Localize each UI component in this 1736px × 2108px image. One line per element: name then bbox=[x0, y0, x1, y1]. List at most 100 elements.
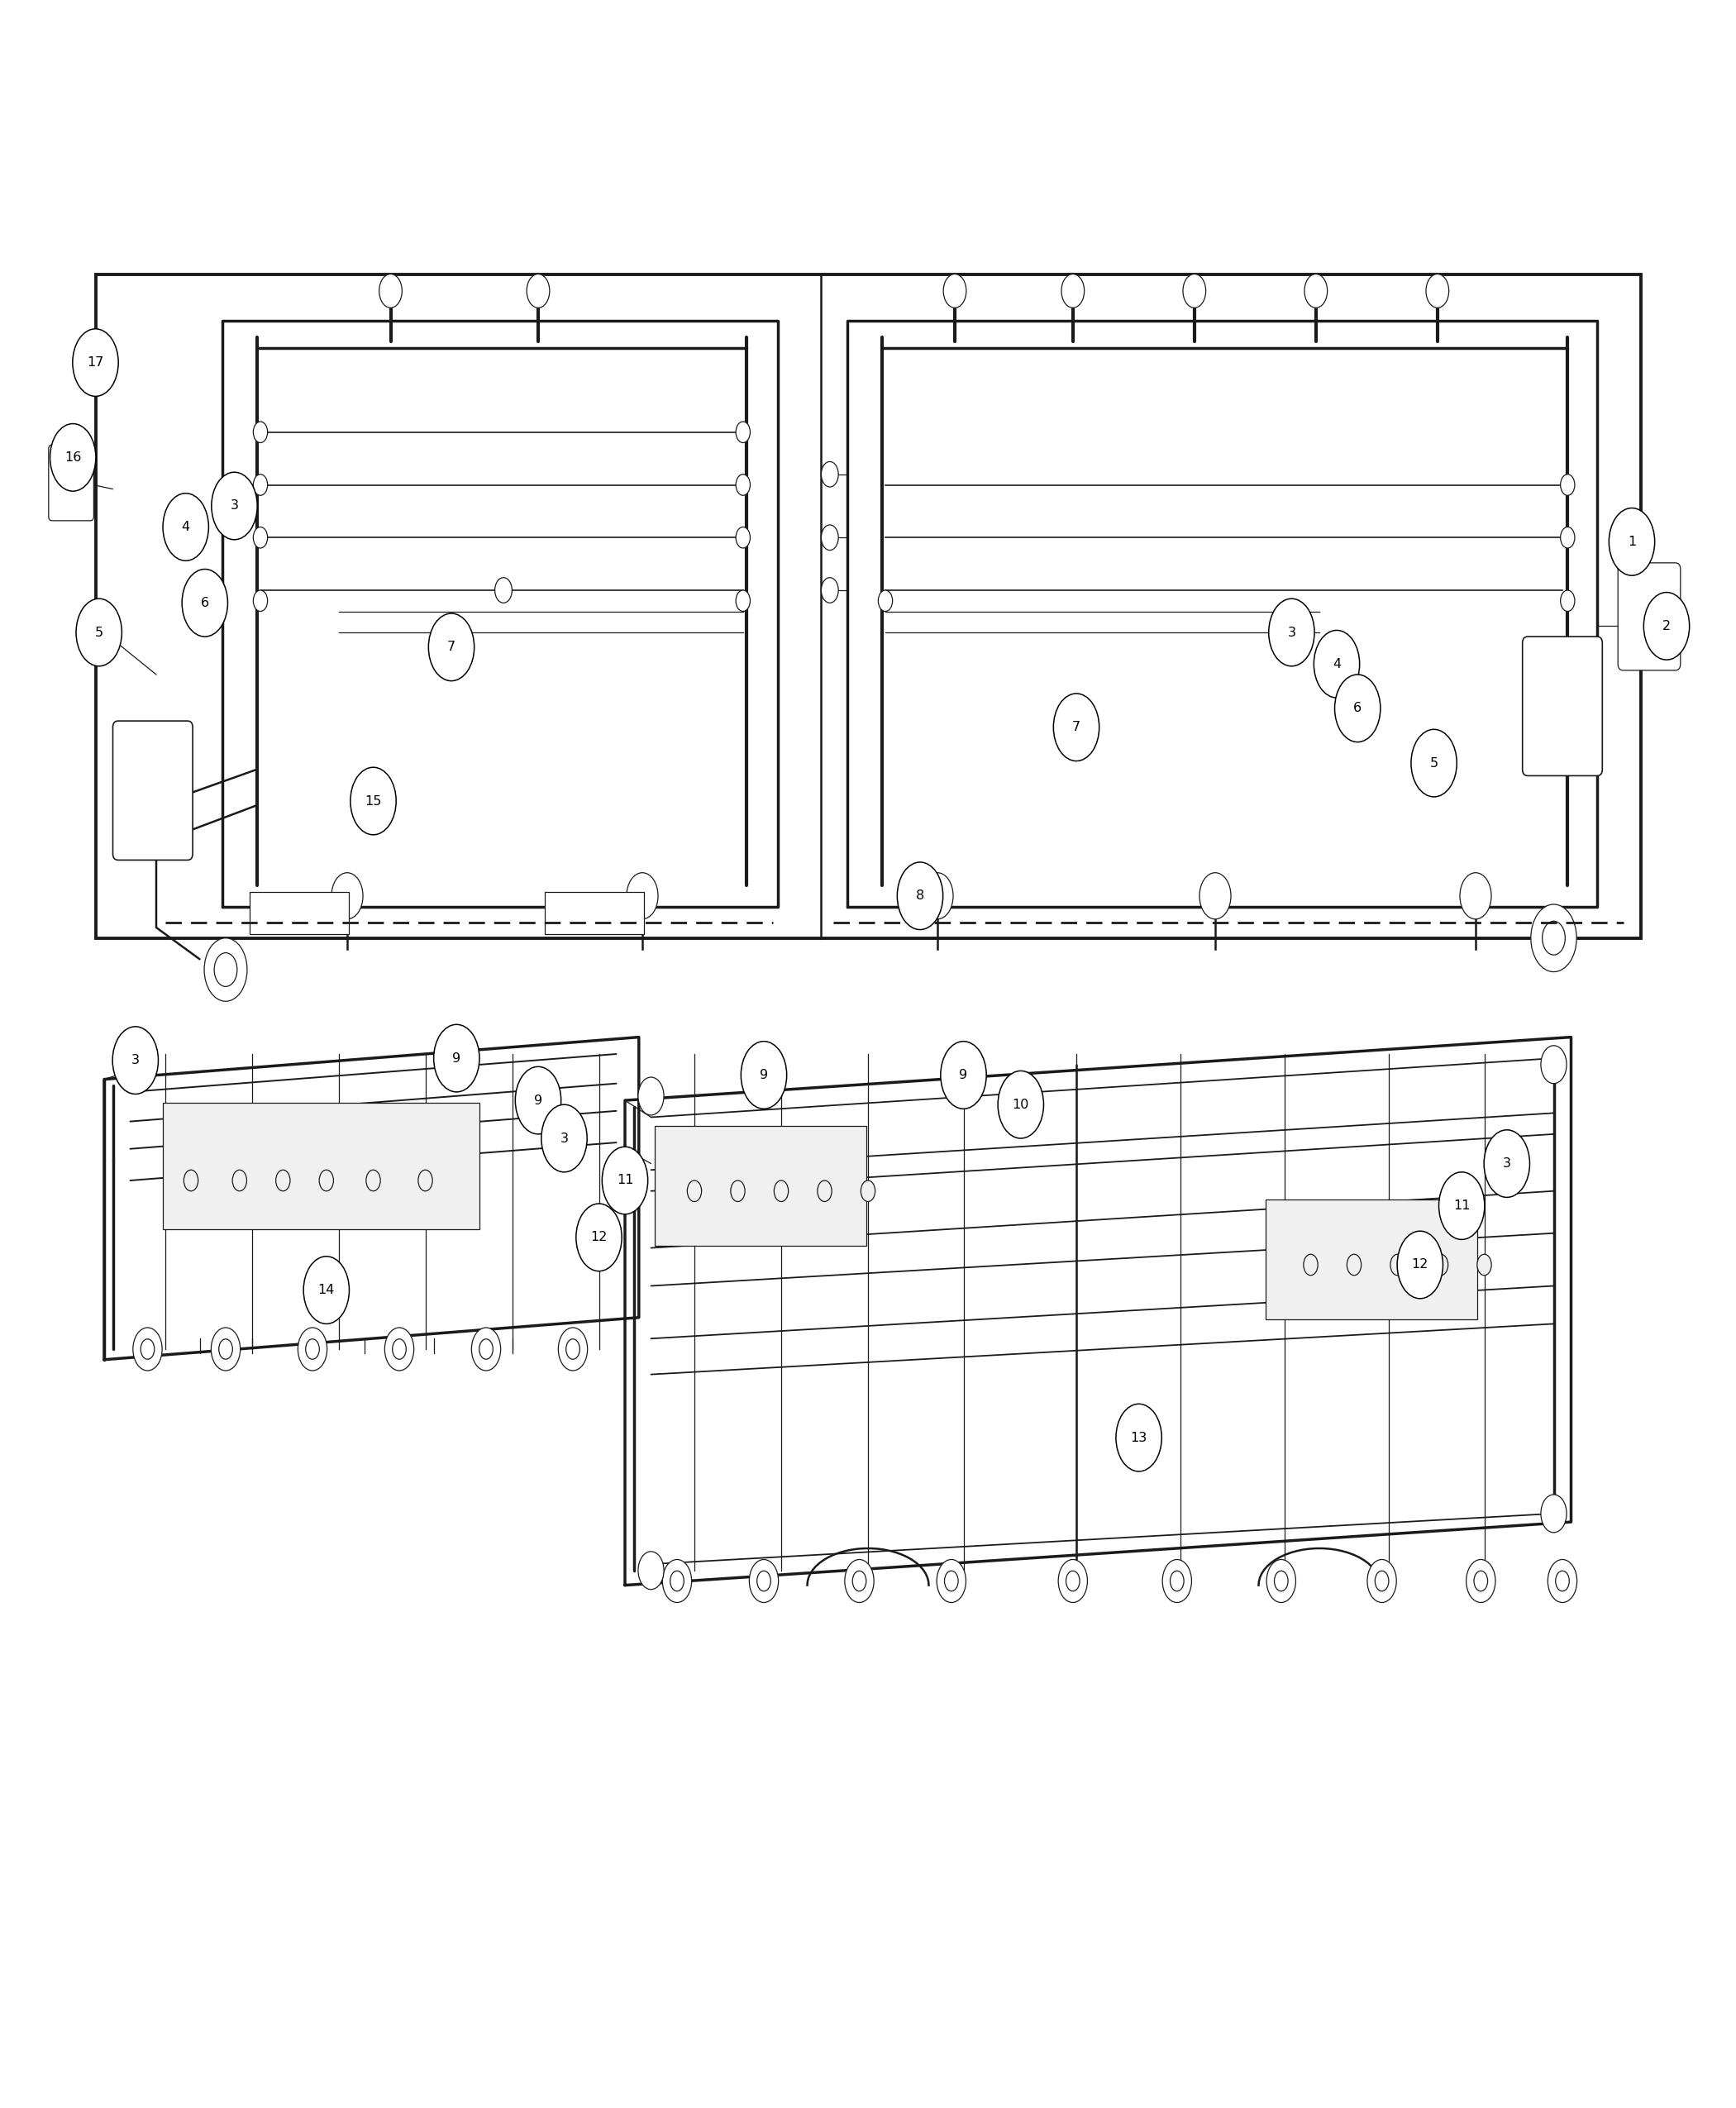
Ellipse shape bbox=[1434, 1254, 1448, 1275]
Ellipse shape bbox=[821, 525, 838, 550]
Ellipse shape bbox=[50, 424, 95, 491]
Ellipse shape bbox=[1484, 1130, 1529, 1197]
Ellipse shape bbox=[253, 527, 267, 548]
Text: 4: 4 bbox=[1333, 658, 1340, 670]
Ellipse shape bbox=[1644, 592, 1689, 660]
Ellipse shape bbox=[878, 590, 892, 611]
Text: 9: 9 bbox=[535, 1094, 542, 1107]
Ellipse shape bbox=[73, 329, 118, 396]
Ellipse shape bbox=[495, 578, 512, 603]
Ellipse shape bbox=[542, 1105, 587, 1172]
Text: 7: 7 bbox=[1073, 721, 1080, 734]
Ellipse shape bbox=[434, 1024, 479, 1092]
Ellipse shape bbox=[253, 590, 267, 611]
Text: 15: 15 bbox=[365, 795, 382, 807]
Ellipse shape bbox=[731, 1180, 745, 1202]
Ellipse shape bbox=[1391, 1254, 1404, 1275]
Ellipse shape bbox=[332, 873, 363, 919]
Ellipse shape bbox=[1335, 675, 1380, 742]
Ellipse shape bbox=[639, 1551, 663, 1589]
Ellipse shape bbox=[306, 1339, 319, 1360]
Ellipse shape bbox=[1066, 1570, 1080, 1592]
Ellipse shape bbox=[1542, 1495, 1566, 1533]
Ellipse shape bbox=[736, 590, 750, 611]
Text: 14: 14 bbox=[318, 1284, 335, 1296]
Ellipse shape bbox=[163, 493, 208, 561]
Ellipse shape bbox=[212, 1328, 240, 1370]
Text: 8: 8 bbox=[917, 890, 924, 902]
Text: 17: 17 bbox=[87, 356, 104, 369]
Ellipse shape bbox=[1397, 1231, 1443, 1299]
Text: 5: 5 bbox=[95, 626, 102, 639]
Ellipse shape bbox=[1555, 1570, 1569, 1592]
Text: 3: 3 bbox=[132, 1054, 139, 1067]
Text: 6: 6 bbox=[201, 597, 208, 609]
Ellipse shape bbox=[736, 422, 750, 443]
Ellipse shape bbox=[861, 1180, 875, 1202]
Ellipse shape bbox=[1474, 1570, 1488, 1592]
Text: 1: 1 bbox=[1628, 535, 1635, 548]
Ellipse shape bbox=[1368, 1560, 1396, 1602]
Ellipse shape bbox=[378, 274, 403, 308]
Text: 3: 3 bbox=[561, 1132, 568, 1145]
Text: 9: 9 bbox=[960, 1069, 967, 1081]
Ellipse shape bbox=[299, 1328, 326, 1370]
Ellipse shape bbox=[1467, 1560, 1495, 1602]
Ellipse shape bbox=[1542, 921, 1566, 955]
Ellipse shape bbox=[526, 274, 550, 308]
Ellipse shape bbox=[576, 1204, 621, 1271]
Ellipse shape bbox=[134, 1328, 161, 1370]
Ellipse shape bbox=[1542, 1046, 1566, 1084]
Ellipse shape bbox=[821, 462, 838, 487]
Ellipse shape bbox=[941, 1041, 986, 1109]
Ellipse shape bbox=[1059, 1560, 1087, 1602]
Ellipse shape bbox=[319, 1170, 333, 1191]
FancyBboxPatch shape bbox=[654, 1126, 866, 1246]
Ellipse shape bbox=[516, 1067, 561, 1134]
Ellipse shape bbox=[922, 873, 953, 919]
Text: 2: 2 bbox=[1663, 620, 1670, 632]
Ellipse shape bbox=[1561, 474, 1575, 495]
Ellipse shape bbox=[1170, 1570, 1184, 1592]
Text: 9: 9 bbox=[453, 1052, 460, 1065]
Ellipse shape bbox=[214, 953, 238, 987]
FancyBboxPatch shape bbox=[95, 274, 1641, 938]
Ellipse shape bbox=[233, 1170, 247, 1191]
Ellipse shape bbox=[1531, 904, 1576, 972]
Ellipse shape bbox=[1314, 630, 1359, 698]
Ellipse shape bbox=[205, 938, 247, 1001]
FancyBboxPatch shape bbox=[49, 445, 94, 521]
Ellipse shape bbox=[898, 862, 943, 930]
Ellipse shape bbox=[750, 1560, 778, 1602]
Ellipse shape bbox=[1304, 274, 1328, 308]
Ellipse shape bbox=[1116, 1404, 1161, 1471]
Ellipse shape bbox=[304, 1256, 349, 1324]
Ellipse shape bbox=[418, 1170, 432, 1191]
Text: 5: 5 bbox=[1430, 757, 1437, 769]
Ellipse shape bbox=[1561, 590, 1575, 611]
Text: 16: 16 bbox=[64, 451, 82, 464]
Ellipse shape bbox=[821, 578, 838, 603]
Ellipse shape bbox=[429, 613, 474, 681]
Ellipse shape bbox=[1267, 1560, 1295, 1602]
Ellipse shape bbox=[392, 1339, 406, 1360]
Ellipse shape bbox=[351, 767, 396, 835]
Ellipse shape bbox=[253, 422, 267, 443]
Ellipse shape bbox=[366, 1170, 380, 1191]
Ellipse shape bbox=[76, 599, 122, 666]
Ellipse shape bbox=[1425, 274, 1450, 308]
Ellipse shape bbox=[687, 1180, 701, 1202]
Ellipse shape bbox=[1054, 694, 1099, 761]
Ellipse shape bbox=[1561, 527, 1575, 548]
Ellipse shape bbox=[741, 1041, 786, 1109]
FancyBboxPatch shape bbox=[1618, 563, 1680, 670]
Ellipse shape bbox=[113, 1027, 158, 1094]
Ellipse shape bbox=[1347, 1254, 1361, 1275]
Ellipse shape bbox=[1182, 274, 1207, 308]
Ellipse shape bbox=[845, 1560, 873, 1602]
Ellipse shape bbox=[479, 1339, 493, 1360]
FancyBboxPatch shape bbox=[113, 721, 193, 860]
Ellipse shape bbox=[1460, 873, 1491, 919]
Ellipse shape bbox=[1609, 508, 1654, 575]
Ellipse shape bbox=[1304, 1254, 1318, 1275]
